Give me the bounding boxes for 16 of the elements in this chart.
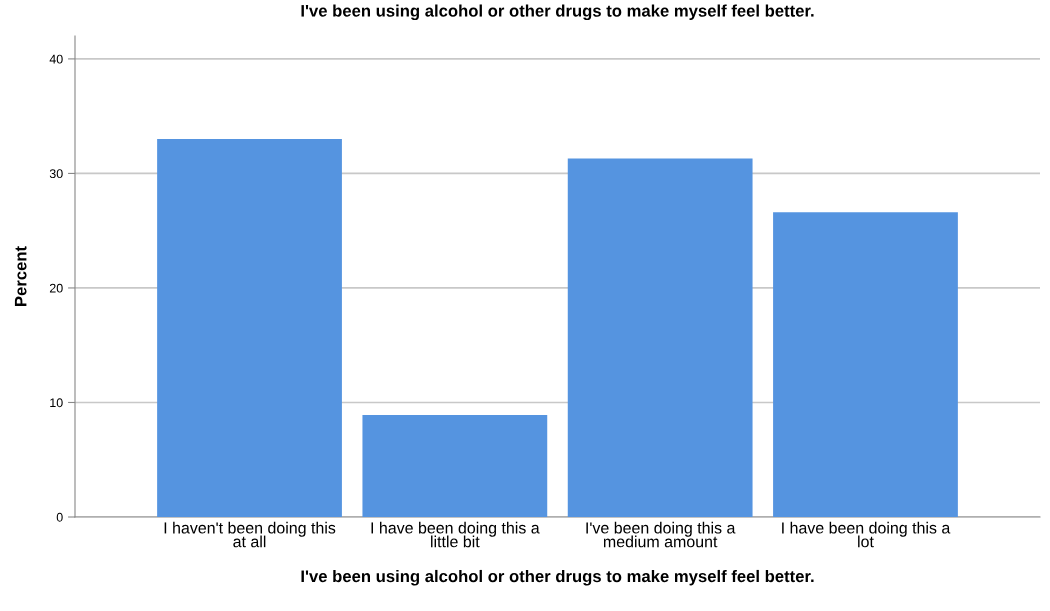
y-tick-label: 30 — [49, 169, 63, 179]
x-tick-label: I have been doing this a little bit — [371, 521, 540, 548]
x-tick-label: I've been doing this a medium amount — [586, 521, 736, 548]
y-tick-label: 40 — [49, 54, 63, 64]
x-axis-title: I've been using alcohol or other drugs to make myself feel better. — [301, 569, 814, 586]
y-tick-label: 20 — [49, 283, 63, 293]
bar — [362, 415, 548, 517]
bar — [773, 212, 958, 517]
bar — [157, 139, 342, 517]
chart-title: I've been using alcohol or other drugs to make myself feel better. — [301, 4, 814, 21]
y-axis-title: Percent — [14, 246, 27, 306]
x-tick-label: I haven't been doing this at all — [164, 521, 336, 548]
y-tick-label: 10 — [50, 398, 63, 408]
bar — [567, 158, 753, 517]
y-tick-label: 0 — [56, 512, 63, 522]
x-tick-label: I have been doing this a lot — [782, 521, 951, 548]
